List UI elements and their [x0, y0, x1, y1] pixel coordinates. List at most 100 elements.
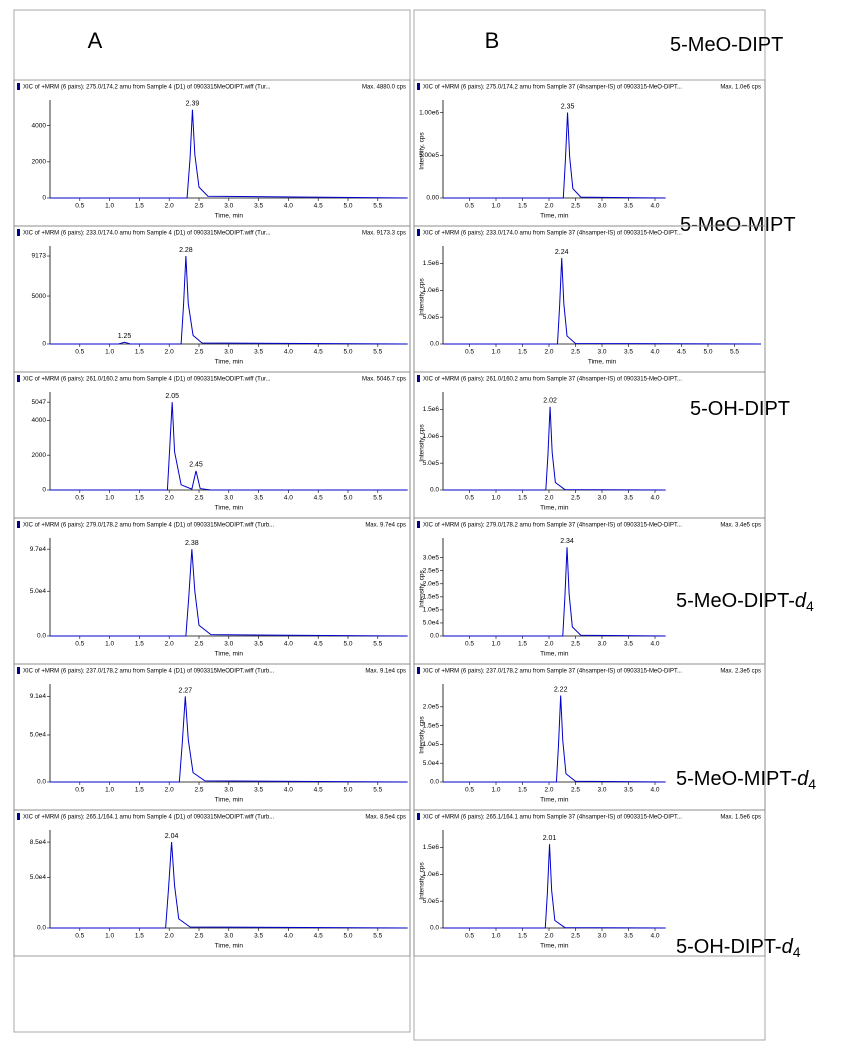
- compound-name: 5-MeO-MIPT-: [676, 768, 797, 790]
- peak-label: 2.04: [165, 833, 179, 840]
- y-tick-label: 1.5e6: [423, 260, 440, 267]
- y-tick-label: 0.0: [430, 779, 439, 786]
- y-tick-label: 0.0: [37, 925, 46, 932]
- y-tick-label: 3.0e5: [423, 554, 440, 561]
- y-tick-label: 1.5e5: [423, 722, 440, 729]
- x-tick-label: 4.0: [284, 495, 293, 502]
- x-tick-label: 3.5: [254, 349, 263, 356]
- x-tick-label: 2.0: [165, 495, 174, 502]
- x-tick-label: 1.5: [518, 641, 527, 648]
- column-frame: [13, 9, 411, 1033]
- panel-title: XIC of +MRM (6 pairs): 261.0/160.2 amu f…: [23, 377, 271, 383]
- x-axis-label: Time, min: [540, 943, 569, 950]
- y-tick-label: 4000: [32, 417, 47, 424]
- x-tick-label: 3.0: [597, 349, 606, 356]
- x-tick-label: 1.5: [135, 933, 144, 940]
- x-tick-label: 2.5: [571, 787, 580, 794]
- trace: [50, 255, 408, 345]
- y-tick-label: 0.0: [37, 633, 46, 640]
- panel-title: XIC of +MRM (6 pairs): 237.0/178.2 amu f…: [23, 669, 275, 675]
- x-tick-label: 2.0: [544, 349, 553, 356]
- x-tick-label: 5.5: [373, 203, 382, 210]
- panel-title: XIC of +MRM (6 pairs): 275.0/174.2 amu f…: [23, 85, 271, 91]
- y-tick-label: 5047: [32, 399, 47, 406]
- x-tick-label: 4.0: [650, 933, 659, 940]
- x-tick-label: 4.0: [650, 203, 659, 210]
- x-tick-label: 2.5: [194, 203, 203, 210]
- panel-title: XIC of +MRM (6 pairs): 275.0/174.2 amu f…: [423, 85, 682, 91]
- y-axis-label: Intensity, cps: [419, 716, 426, 754]
- x-tick-label: 5.5: [730, 349, 739, 356]
- x-tick-label: 3.5: [624, 787, 633, 794]
- x-tick-label: 0.5: [75, 933, 84, 940]
- x-tick-label: 0.5: [465, 203, 474, 210]
- compound-name: 5-MeO-MIPT: [680, 214, 796, 236]
- panel-marker: [417, 521, 420, 528]
- compound-label: 5-OH-DIPT: [690, 398, 790, 420]
- x-tick-label: 1.0: [491, 787, 500, 794]
- x-tick-label: 4.5: [677, 349, 686, 356]
- x-tick-label: 2.0: [544, 933, 553, 940]
- x-tick-label: 0.5: [75, 203, 84, 210]
- y-tick-label: 1.5e6: [423, 844, 440, 851]
- x-tick-label: 5.0: [343, 495, 352, 502]
- y-tick-label: 2.5e5: [423, 567, 440, 574]
- x-tick-label: 3.0: [224, 349, 233, 356]
- x-tick-label: 5.0: [703, 349, 712, 356]
- x-tick-label: 0.5: [465, 933, 474, 940]
- trace: [443, 406, 666, 491]
- panel-frame: [13, 809, 411, 957]
- y-tick-label: 0: [42, 487, 46, 494]
- y-tick-label: 1.5e6: [423, 406, 440, 413]
- max-label: Max. 9.7e4 cps: [365, 523, 406, 529]
- y-tick-label: 1.0e6: [423, 287, 440, 294]
- x-axis-label: Time, min: [215, 797, 244, 804]
- x-tick-label: 4.5: [314, 495, 323, 502]
- x-tick-label: 3.5: [254, 495, 263, 502]
- x-tick-label: 3.5: [254, 641, 263, 648]
- x-tick-label: 5.5: [373, 787, 382, 794]
- x-tick-label: 3.5: [254, 203, 263, 210]
- peak-label: 2.35: [561, 103, 575, 110]
- compound-label: 5-MeO-DIPT: [670, 34, 783, 56]
- panel-marker: [417, 83, 420, 90]
- x-tick-label: 2.0: [165, 787, 174, 794]
- x-tick-label: 2.5: [194, 933, 203, 940]
- x-axis-label: Time, min: [215, 505, 244, 512]
- x-tick-label: 3.0: [224, 203, 233, 210]
- x-tick-label: 3.0: [597, 641, 606, 648]
- compound-label: 5-MeO-DIPT-d4: [676, 590, 814, 613]
- x-tick-label: 2.5: [571, 933, 580, 940]
- x-tick-label: 0.5: [75, 787, 84, 794]
- x-tick-label: 0.5: [465, 787, 474, 794]
- x-tick-label: 2.0: [165, 933, 174, 940]
- x-tick-label: 5.0: [343, 203, 352, 210]
- compound-italic: d: [797, 768, 809, 790]
- peak-label: 2.27: [178, 687, 192, 694]
- x-tick-label: 1.5: [518, 787, 527, 794]
- panel-title: XIC of +MRM (6 pairs): 265.1/164.1 amu f…: [423, 815, 682, 821]
- x-tick-label: 2.0: [165, 349, 174, 356]
- y-axis-label: Intensity, cps: [419, 570, 426, 608]
- compound-sub: 4: [806, 598, 814, 614]
- y-tick-label: 5000: [32, 293, 47, 300]
- x-tick-label: 3.5: [624, 203, 633, 210]
- y-tick-label: 2000: [32, 159, 47, 166]
- x-tick-label: 2.5: [194, 495, 203, 502]
- x-tick-label: 1.5: [135, 641, 144, 648]
- y-tick-label: 5.0e4: [30, 874, 47, 881]
- panel-marker: [17, 83, 20, 90]
- y-tick-label: 0.0: [430, 341, 439, 348]
- x-tick-label: 2.0: [544, 641, 553, 648]
- x-tick-label: 3.0: [597, 203, 606, 210]
- x-tick-label: 4.0: [650, 641, 659, 648]
- x-axis-label: Time, min: [215, 213, 244, 220]
- y-tick-label: 1.5e5: [423, 594, 440, 601]
- y-axis-label: Intensity, cps: [419, 132, 426, 170]
- y-tick-label: 8.5e4: [30, 839, 47, 846]
- x-tick-label: 0.5: [75, 349, 84, 356]
- x-tick-label: 3.5: [624, 641, 633, 648]
- peak-label: 2.45: [189, 462, 203, 469]
- x-tick-label: 3.5: [624, 495, 633, 502]
